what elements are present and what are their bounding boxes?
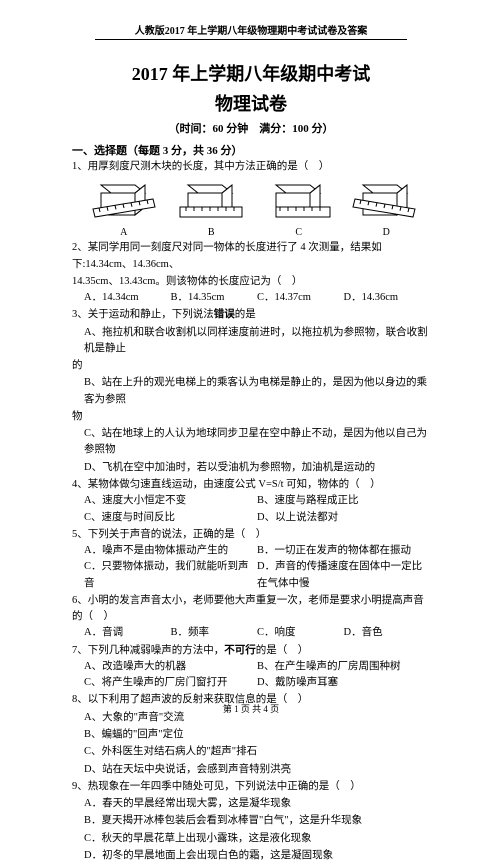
page-footer: 第 1 页 共 4 页 [0,702,502,715]
q5-row1: A．噪声不是由物体振动产生的 B．一切正在发声的物体都在振动 [72,543,430,559]
figure-C-label: C [295,227,302,238]
q2-B: B．14.35cm [171,290,258,306]
q5-B: B．一切正在发声的物体都在振动 [257,543,430,559]
q1-figures: A B [80,179,430,238]
content-area: 1、用厚刻度尺测木块的长度，其中方法正确的是（ ） [0,159,502,175]
q4-A: A、速度大小恒定不变 [84,493,257,509]
q4-stem: 4、某物体做匀速直线运动，由速度公式 V=S/t 可知，物体的（ ） [72,477,430,493]
header-underline [95,39,406,40]
q4-D: D、以上说法都对 [257,510,430,526]
q9-B: B．夏天揭开冰棒包装后会看到冰棒冒"白气"，这是升华现象 [72,813,430,829]
cube-ruler-C [264,179,334,223]
title-info: （时间：60 分钟 满分：100 分） [0,120,502,136]
q9-D: D．初冬的早晨地面上会出现白色的霜，这是凝固现象 [72,848,430,864]
figure-D: D [351,179,421,238]
figure-C: C [264,179,334,238]
title-main: 2017 年上学期八年级期中考试 [0,60,502,86]
title-sub: 物理试卷 [0,90,502,116]
q9-C: C．秋天的早晨花草上出现小露珠，这是液化现象 [72,831,430,847]
q2-D: D．14.36cm [344,290,431,306]
content-area-2: 2、某同学用同一刻度尺对同一物体的长度进行了 4 次测量，结果如下:14.34c… [0,240,502,864]
q5-C: C．只要物体振动，我们就能听到声音 [84,559,257,592]
figure-A: A [89,179,159,238]
q3-C: C、站在地球上的人认为地球同步卫星在空中静止不动，是因为他以自己为参照物 [72,426,430,459]
q2-stem2: 14.35cm、13.43cm。则该物体的长度应记为（ ） [72,274,430,290]
q4-row1: A、速度大小恒定不变 B、速度与路程成正比 [72,493,430,509]
page-header: 人教版2017 年上学期八年级物理期中考试试卷及答案 [0,22,502,37]
q1-stem: 1、用厚刻度尺测木块的长度，其中方法正确的是（ ） [72,159,430,175]
q6-stem: 6、小明的发言声音太小，老师要他大声重复一次，老师是要求小明提高声音的（ ） [72,593,430,626]
q4-row2: C、速度与时间反比 D、以上说法都对 [72,510,430,526]
q3-D: D、飞机在空中加油时，若以受油机为参照物，加油机是运动的 [72,460,430,476]
q3-A1: A、拖拉机和联合收割机以同样速度前进时，以拖拉机为参照物，联合收割机是静止 [72,325,430,358]
cube-ruler-D [351,179,421,223]
q2-options: A．14.34cm B．14.35cm C．14.37cm D．14.36cm [72,290,430,306]
q5-A: A．噪声不是由物体振动产生的 [84,543,257,559]
figure-A-label: A [120,227,127,238]
q7-notok: 不可行 [224,645,256,656]
q3-wrong: 错误 [214,309,235,320]
figure-B-label: B [208,227,215,238]
section1-heading: 一、选择题（每题 3 分，共 36 分） [0,142,502,158]
q3-stem: 3、关于运动和静止，下列说法错误的是 [72,307,430,323]
q4-C: C、速度与时间反比 [84,510,257,526]
q6-D: D．音色 [344,625,431,641]
figure-B: B [176,179,246,238]
q7-stem-b: 的是（ ） [256,645,309,656]
q7-D: D、戴防噪声耳塞 [257,675,430,691]
q3-B1: B、站在上升的观光电梯上的乘客认为电梯是静止的，是因为他以身边的乘客为参照 [72,375,430,408]
cube-ruler-B [176,179,246,223]
q5-D: D．声音的传播速度在固体中一定比在气体中慢 [257,559,430,592]
q7-B: B、在产生噪声的厂房周围种树 [257,659,430,675]
q7-C: C、将产生噪声的厂房门窗打开 [84,675,257,691]
q2-C: C．14.37cm [257,290,344,306]
q3-stem-b: 的是 [235,309,256,320]
q6-opts: A．音调 B．频率 C．响度 D．音色 [72,625,430,641]
q5-row2: C．只要物体振动，我们就能听到声音 D．声音的传播速度在固体中一定比在气体中慢 [72,559,430,592]
figure-D-label: D [383,227,390,238]
q2-stem1: 2、某同学用同一刻度尺对同一物体的长度进行了 4 次测量，结果如下:14.34c… [72,240,430,273]
q9-stem: 9、热现象在一年四季中随处可见，下列说法中正确的是（ ） [72,779,430,795]
cube-ruler-A [89,179,159,223]
q2-A: A．14.34cm [84,290,171,306]
q7-A: A、改造噪声大的机器 [84,659,257,675]
q6-C: C．响度 [257,625,344,641]
q6-B: B．频率 [171,625,258,641]
q8-D: D、站在天坛中央说话，会感到声音特别洪亮 [72,762,430,778]
q4-B: B、速度与路程成正比 [257,493,430,509]
q7-stem-a: 7、下列几种减弱噪声的方法中， [72,645,224,656]
q5-stem: 5、下列关于声音的说法，正确的是（ ） [72,527,430,543]
q3-A2: 的 [72,358,430,374]
q3-stem-a: 3、关于运动和静止，下列说法 [72,309,214,320]
q7-row1: A、改造噪声大的机器 B、在产生噪声的厂房周围种树 [72,659,430,675]
q3-B2: 物 [72,409,430,425]
q9-A: A．春天的早晨经常出现大雾，这是凝华现象 [72,796,430,812]
q8-C: C、外科医生对结石病人的"超声"排石 [72,744,430,760]
q7-stem: 7、下列几种减弱噪声的方法中，不可行的是（ ） [72,643,430,659]
q7-row2: C、将产生噪声的厂房门窗打开 D、戴防噪声耳塞 [72,675,430,691]
q6-A: A．音调 [84,625,171,641]
q8-B: B、蝙蝠的"回声"定位 [72,727,430,743]
